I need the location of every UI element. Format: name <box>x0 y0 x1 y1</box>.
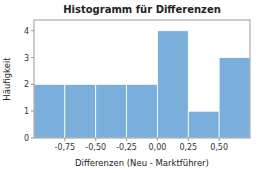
y-tick-label: 2 <box>24 80 29 89</box>
y-tick <box>31 57 34 58</box>
bar <box>65 84 96 138</box>
y-tick <box>31 111 34 112</box>
bar <box>34 84 65 138</box>
x-tick <box>188 138 189 141</box>
bars <box>34 31 250 138</box>
x-tick-label: -0,75 <box>55 143 76 152</box>
bar <box>188 111 219 138</box>
plot-frame <box>34 20 250 138</box>
x-tick <box>157 138 158 141</box>
y-axis-label: Häufigkeit <box>2 57 12 101</box>
y-tick <box>31 30 34 31</box>
x-tick <box>64 138 65 141</box>
x-tick-label: 0,25 <box>179 143 197 152</box>
x-tick <box>126 138 127 141</box>
bar <box>127 84 158 138</box>
y-tick <box>31 84 34 85</box>
y-tick-label: 4 <box>24 27 29 36</box>
bar <box>157 31 188 138</box>
y-tick-label: 1 <box>24 107 29 116</box>
x-tick-label: 0,00 <box>149 143 167 152</box>
x-tick-label: 0,50 <box>210 143 228 152</box>
x-tick-label: -0,50 <box>85 143 106 152</box>
bar <box>96 84 127 138</box>
x-tick <box>95 138 96 141</box>
title: Histogramm für Differenzen <box>63 4 221 15</box>
x-tick-label: -0,25 <box>116 143 137 152</box>
y-tick <box>31 138 34 139</box>
chart: -0,75 -0,50 -0,25 0,00 0,25 0,50 0 1 2 3 4 Histogra… <box>0 0 260 173</box>
y-tick-label: 0 <box>24 134 29 143</box>
bar <box>219 58 250 138</box>
x-axis-label: Differenzen (Neu - Marktführer) <box>75 158 209 168</box>
y-tick-label: 3 <box>24 54 29 63</box>
x-tick <box>219 138 220 141</box>
